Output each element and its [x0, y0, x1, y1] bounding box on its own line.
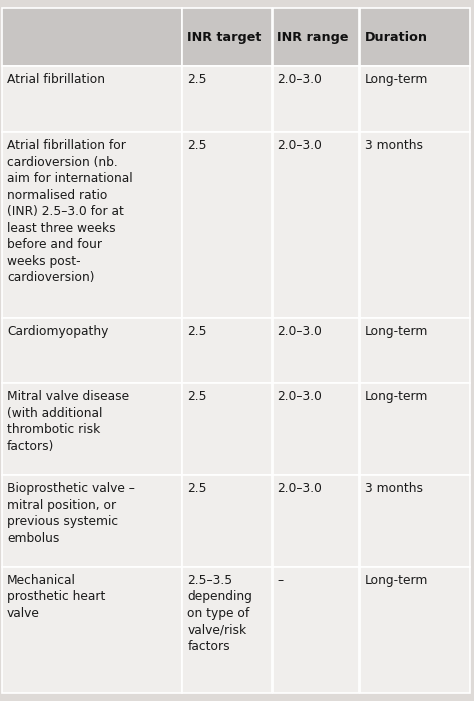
Bar: [182, 567, 272, 693]
Bar: [360, 67, 470, 132]
Text: Long-term: Long-term: [365, 325, 428, 338]
Bar: [360, 132, 470, 318]
Text: 2.0–3.0: 2.0–3.0: [277, 482, 322, 495]
Text: 2.5: 2.5: [187, 390, 207, 403]
Text: INR range: INR range: [277, 31, 349, 44]
Bar: [182, 475, 272, 567]
Bar: [2, 8, 182, 67]
Text: –: –: [277, 574, 283, 587]
Text: Long-term: Long-term: [365, 574, 428, 587]
Bar: [273, 475, 359, 567]
Bar: [273, 318, 359, 383]
Text: Mechanical
prosthetic heart
valve: Mechanical prosthetic heart valve: [7, 574, 106, 620]
Bar: [182, 132, 272, 318]
Text: 2.0–3.0: 2.0–3.0: [277, 139, 322, 152]
Bar: [360, 567, 470, 693]
Bar: [2, 67, 182, 132]
Text: 2.5: 2.5: [187, 482, 207, 495]
Text: 2.5: 2.5: [187, 74, 207, 86]
Bar: [2, 475, 182, 567]
Bar: [273, 567, 359, 693]
Bar: [182, 383, 272, 475]
Text: 2.0–3.0: 2.0–3.0: [277, 390, 322, 403]
Bar: [2, 318, 182, 383]
Text: Long-term: Long-term: [365, 74, 428, 86]
Text: INR target: INR target: [187, 31, 262, 44]
Text: 2.5: 2.5: [187, 139, 207, 152]
Text: Atrial fibrillation: Atrial fibrillation: [7, 74, 105, 86]
Bar: [182, 8, 272, 67]
Text: 2.0–3.0: 2.0–3.0: [277, 325, 322, 338]
Bar: [360, 475, 470, 567]
Text: Mitral valve disease
(with additional
thrombotic risk
factors): Mitral valve disease (with additional th…: [7, 390, 129, 453]
Text: 2.5–3.5
depending
on type of
valve/risk
factors: 2.5–3.5 depending on type of valve/risk …: [187, 574, 252, 653]
Bar: [2, 132, 182, 318]
Text: 3 months: 3 months: [365, 482, 423, 495]
Text: Cardiomyopathy: Cardiomyopathy: [7, 325, 109, 338]
Text: Bioprosthetic valve –
mitral position, or
previous systemic
embolus: Bioprosthetic valve – mitral position, o…: [7, 482, 135, 545]
Bar: [360, 318, 470, 383]
Text: 2.0–3.0: 2.0–3.0: [277, 74, 322, 86]
Bar: [182, 67, 272, 132]
Bar: [273, 8, 359, 67]
Text: Duration: Duration: [365, 31, 428, 44]
Text: 3 months: 3 months: [365, 139, 423, 152]
Bar: [273, 132, 359, 318]
Bar: [360, 383, 470, 475]
Bar: [360, 8, 470, 67]
Bar: [273, 67, 359, 132]
Bar: [2, 383, 182, 475]
Bar: [2, 567, 182, 693]
Text: Long-term: Long-term: [365, 390, 428, 403]
Text: Atrial fibrillation for
cardioversion (nb.
aim for international
normalised rati: Atrial fibrillation for cardioversion (n…: [7, 139, 133, 284]
Bar: [273, 383, 359, 475]
Text: 2.5: 2.5: [187, 325, 207, 338]
Bar: [182, 318, 272, 383]
